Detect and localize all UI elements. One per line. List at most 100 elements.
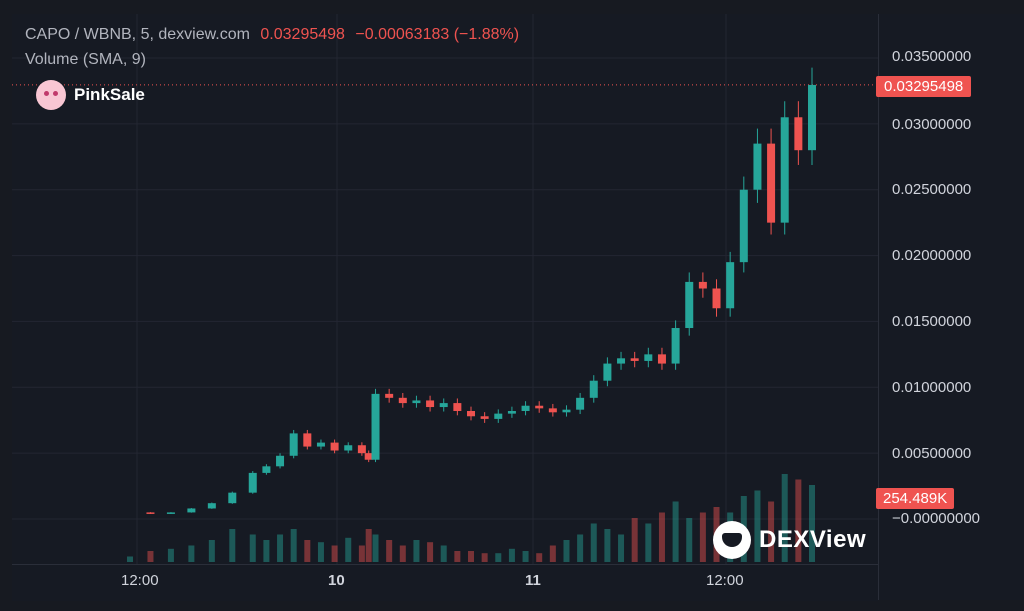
time-axis[interactable] (12, 564, 878, 601)
y-tick-label: 0.02500000 (892, 181, 972, 198)
candle-body (207, 503, 216, 509)
candle-body (480, 416, 489, 419)
volume-bar (208, 540, 215, 562)
price-chart[interactable] (12, 14, 878, 564)
x-tick-label: 12:00 (121, 572, 159, 589)
candle-body (726, 262, 735, 309)
candle-body (808, 84, 816, 151)
volume-bar (563, 540, 570, 562)
volume-bar (699, 512, 706, 562)
candle-body (371, 393, 380, 460)
volume-bar (365, 529, 372, 562)
chart-legend: CAPO / WBNB, 5, dexview.com 0.03295498 −… (25, 26, 519, 44)
candle-body (617, 358, 626, 364)
candle-body (644, 354, 653, 361)
candle-body (412, 400, 421, 404)
candle-body (576, 397, 585, 410)
volume-bar (386, 540, 393, 562)
volume-bar (522, 551, 529, 562)
candle-body (685, 281, 694, 329)
volume-bar (290, 529, 297, 562)
volume-bar (427, 542, 434, 562)
volume-bar (372, 534, 379, 562)
volume-bar (468, 551, 474, 562)
candle-body (548, 408, 557, 413)
pinksale-label: PinkSale (74, 85, 145, 104)
y-tick-label: 0.01000000 (892, 379, 972, 396)
candle-body (453, 403, 462, 411)
candle-body (228, 492, 237, 504)
candle-body (385, 393, 394, 398)
y-tick-label: 0.02000000 (892, 247, 972, 264)
volume-bar (331, 545, 338, 562)
volume-bar (277, 534, 284, 562)
candle-body (562, 409, 571, 413)
candle-body (426, 400, 435, 408)
volume-bar (495, 553, 502, 562)
dexview-logo-icon (713, 521, 751, 559)
candle-body (146, 512, 155, 514)
volume-bar (304, 540, 311, 562)
y-tick-label: 0.03000000 (892, 116, 972, 133)
candle-body (248, 472, 257, 493)
x-tick-label: 10 (328, 572, 345, 589)
candle-body (753, 143, 762, 190)
volume-bar (577, 534, 584, 562)
volume-bar (229, 529, 236, 562)
candle-body (739, 189, 748, 263)
candle-body (494, 413, 503, 419)
candle-body (589, 380, 598, 398)
candle-body (357, 445, 366, 454)
volume-bar (549, 545, 556, 562)
pinksale-logo-icon (36, 80, 66, 110)
volume-bar (345, 537, 352, 562)
dexview-watermark: DEXView (713, 521, 866, 559)
volume-bar (508, 548, 515, 562)
volume-indicator-label: Volume (SMA, 9) (25, 51, 146, 68)
volume-bar (147, 551, 154, 562)
symbol-label: CAPO / WBNB, 5, dexview.com (25, 26, 250, 43)
volume-bar (590, 523, 597, 562)
volume-bar (809, 485, 815, 562)
candle-body (507, 410, 516, 414)
volume-bar (795, 479, 802, 562)
volume-bar (358, 545, 365, 562)
volume-value-tag: 254.489K (876, 488, 955, 509)
volume-bar (781, 474, 788, 562)
candle-body (262, 466, 271, 473)
volume-bar (645, 523, 652, 562)
volume-bar (440, 545, 447, 562)
candle-body (303, 433, 312, 447)
x-tick-label: 12:00 (706, 572, 744, 589)
candle-body (289, 433, 298, 456)
candle-body (712, 288, 721, 309)
candle-body (535, 405, 544, 409)
volume-bar (754, 490, 761, 562)
y-tick-label: 0.03500000 (892, 48, 972, 65)
volume-bar (658, 512, 665, 562)
candle-body (603, 363, 612, 381)
volume-bar (604, 529, 611, 562)
y-tick-label: 0.01500000 (892, 313, 972, 330)
candle-body (657, 354, 666, 364)
plot-area[interactable] (12, 14, 878, 564)
volume-bar (481, 553, 488, 562)
candle-body (521, 405, 530, 411)
x-tick-label: 11 (525, 572, 541, 589)
candle-body (330, 442, 339, 451)
candle-body (344, 445, 353, 451)
candle-body (698, 281, 707, 289)
candle-body (364, 453, 373, 460)
candle-body (439, 403, 448, 408)
candle-body (316, 442, 325, 447)
candle-body (166, 512, 175, 514)
volume-bar (263, 540, 270, 562)
volume-bar (249, 534, 256, 562)
pinksale-badge[interactable]: PinkSale (36, 80, 145, 110)
volume-bar (454, 551, 461, 562)
y-tick-label: 0.00500000 (892, 445, 972, 462)
candle-body (398, 397, 407, 404)
candle-body (780, 117, 789, 223)
volume-bar (127, 556, 133, 562)
volume-bar (399, 545, 406, 562)
